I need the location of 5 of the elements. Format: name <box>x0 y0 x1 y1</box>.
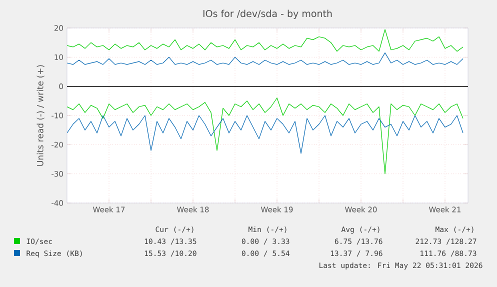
y-axis-title: Units read (-) / write (+) <box>36 65 44 166</box>
line-series <box>67 98 464 174</box>
line-series <box>67 115 464 154</box>
chart-title: IOs for /dev/sda - by month <box>203 10 332 19</box>
line-series <box>67 29 464 52</box>
